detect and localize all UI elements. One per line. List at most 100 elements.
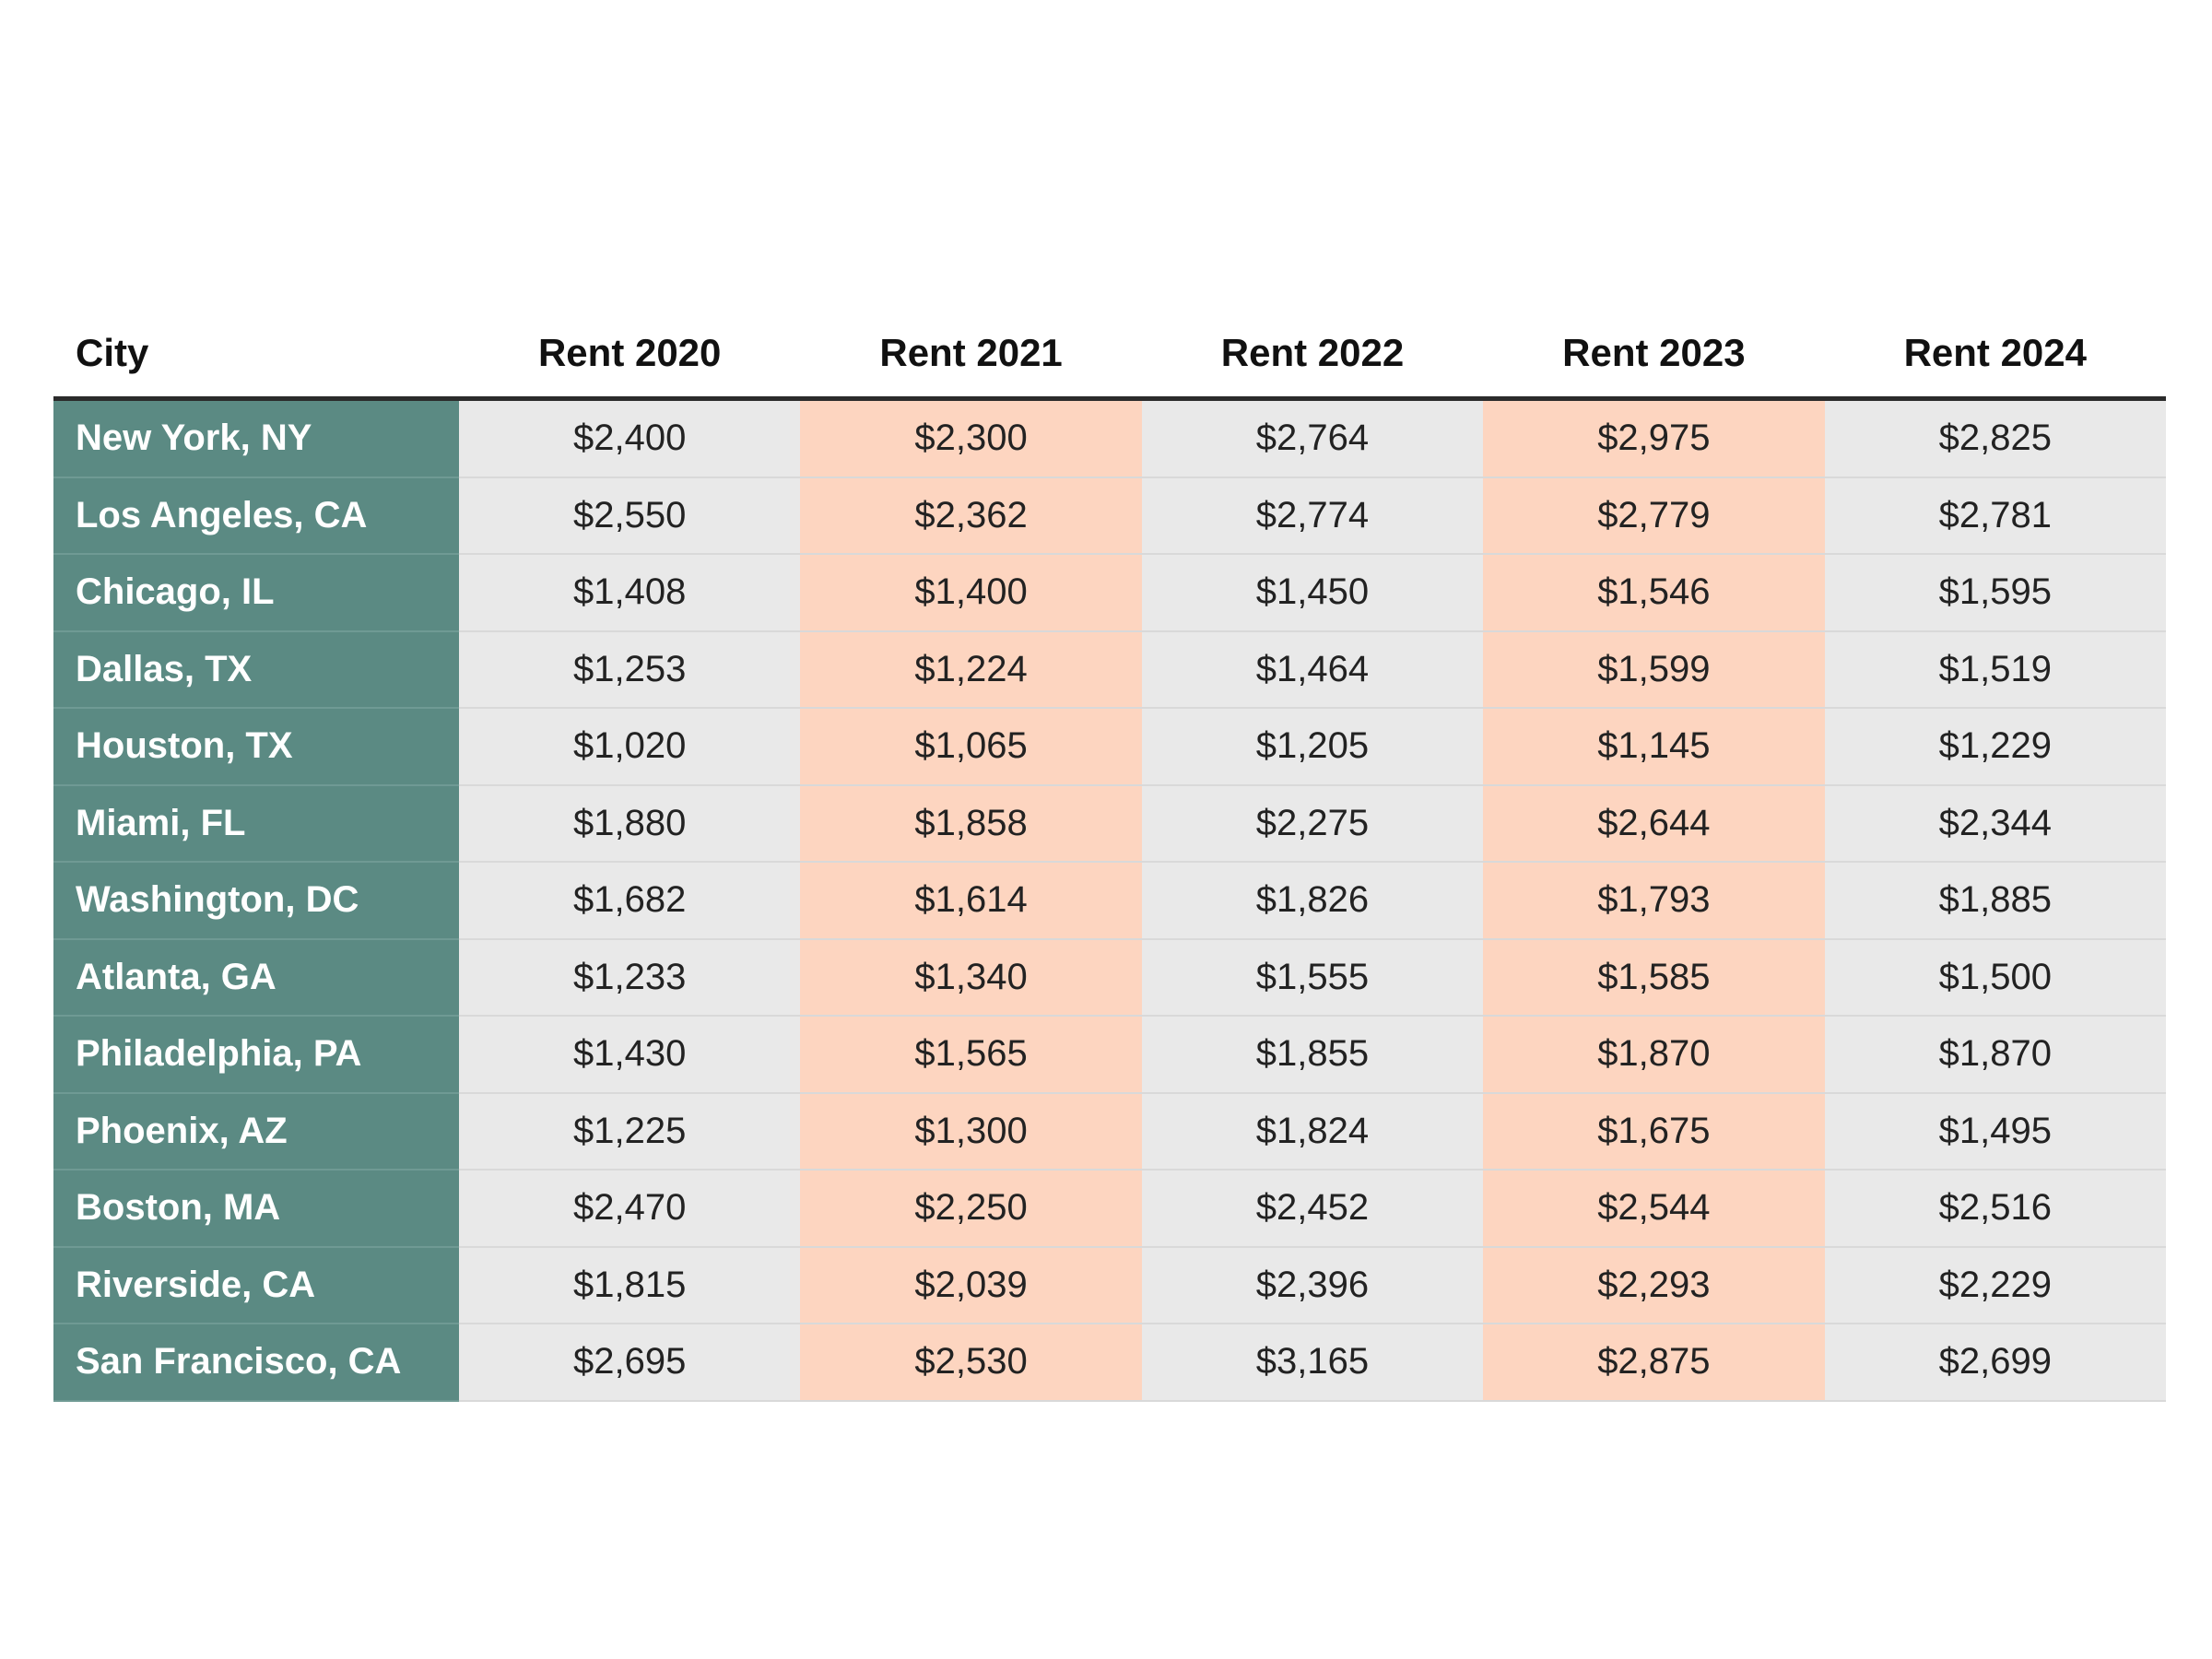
- rent-cell: $2,250: [800, 1170, 1142, 1248]
- table-row: Philadelphia, PA $1,430 $1,565 $1,855 $1,870…: [53, 1016, 2166, 1094]
- rent-cell: $2,875: [1483, 1324, 1825, 1402]
- rent-cell: $1,880: [459, 784, 801, 863]
- rent-cell: $2,275: [1141, 784, 1484, 863]
- rent-cell: $1,870: [1824, 1016, 2166, 1094]
- rent-table: City Rent 2020 Rent 2021 Rent 2022 Rent 2023…: [53, 309, 2166, 1402]
- rent-cell: $1,408: [459, 554, 801, 632]
- rent-cell: $1,585: [1483, 938, 1825, 1017]
- rent-cell: $1,253: [459, 630, 801, 709]
- rent-cell: $1,300: [800, 1092, 1142, 1171]
- rent-cell: $2,516: [1824, 1170, 2166, 1248]
- rent-cell: $1,824: [1141, 1092, 1484, 1171]
- rent-cell: $1,885: [1824, 862, 2166, 940]
- rent-cell: $2,764: [1141, 398, 1484, 478]
- table-row: Riverside, CA $1,815 $2,039 $2,396 $2,293 $2,…: [53, 1246, 2166, 1324]
- table-row: Chicago, IL $1,408 $1,400 $1,450 $1,546 $1,59…: [53, 554, 2166, 632]
- rent-cell: $2,362: [800, 477, 1142, 555]
- city-cell: New York, NY: [53, 398, 459, 478]
- rent-cell: $1,340: [800, 938, 1142, 1017]
- rent-cell: $1,826: [1141, 862, 1484, 940]
- table-row: Boston, MA $2,470 $2,250 $2,452 $2,544 $2,516: [53, 1170, 2166, 1248]
- city-cell: Dallas, TX: [53, 630, 459, 709]
- city-cell: Riverside, CA: [53, 1246, 459, 1324]
- rent-cell: $2,344: [1824, 784, 2166, 863]
- city-cell: Los Angeles, CA: [53, 477, 459, 555]
- rent-cell: $1,599: [1483, 630, 1825, 709]
- rent-cell: $1,464: [1141, 630, 1484, 709]
- city-cell: Philadelphia, PA: [53, 1016, 459, 1094]
- rent-cell: $2,779: [1483, 477, 1825, 555]
- rent-cell: $2,470: [459, 1170, 801, 1248]
- rent-cell: $1,065: [800, 708, 1142, 786]
- rent-cell: $1,870: [1483, 1016, 1825, 1094]
- column-header-rent-2024: Rent 2024: [1824, 309, 2166, 401]
- rent-cell: $1,205: [1141, 708, 1484, 786]
- rent-cell: $3,165: [1141, 1324, 1484, 1402]
- rent-cell: $2,544: [1483, 1170, 1825, 1248]
- rent-cell: $1,400: [800, 554, 1142, 632]
- table-row: Dallas, TX $1,253 $1,224 $1,464 $1,599 $1,519: [53, 630, 2166, 709]
- rent-cell: $1,595: [1824, 554, 2166, 632]
- rent-cell: $1,233: [459, 938, 801, 1017]
- rent-cell: $2,229: [1824, 1246, 2166, 1324]
- city-cell: Boston, MA: [53, 1170, 459, 1248]
- rent-cell: $2,300: [800, 398, 1142, 478]
- table-header: City Rent 2020 Rent 2021 Rent 2022 Rent 2023…: [53, 309, 2166, 401]
- rent-cell: $2,452: [1141, 1170, 1484, 1248]
- rent-cell: $1,682: [459, 862, 801, 940]
- rent-cell: $1,614: [800, 862, 1142, 940]
- rent-cell: $1,229: [1824, 708, 2166, 786]
- rent-cell: $1,793: [1483, 862, 1825, 940]
- header-row: City Rent 2020 Rent 2021 Rent 2022 Rent 2023…: [53, 309, 2166, 401]
- rent-cell: $1,565: [800, 1016, 1142, 1094]
- table-row: New York, NY $2,400 $2,300 $2,764 $2,975 $2,8…: [53, 398, 2166, 478]
- rent-cell: $1,546: [1483, 554, 1825, 632]
- table-row: Phoenix, AZ $1,225 $1,300 $1,824 $1,675 $1,49…: [53, 1092, 2166, 1171]
- rent-cell: $1,225: [459, 1092, 801, 1171]
- city-cell: Chicago, IL: [53, 554, 459, 632]
- rent-cell: $1,555: [1141, 938, 1484, 1017]
- rent-cell: $1,519: [1824, 630, 2166, 709]
- rent-cell: $2,781: [1824, 477, 2166, 555]
- rent-cell: $1,500: [1824, 938, 2166, 1017]
- city-cell: San Francisco, CA: [53, 1324, 459, 1402]
- rent-cell: $2,530: [800, 1324, 1142, 1402]
- table-body: New York, NY $2,400 $2,300 $2,764 $2,975 $2,8…: [53, 398, 2166, 1402]
- rent-cell: $2,644: [1483, 784, 1825, 863]
- column-header-city: City: [53, 309, 459, 401]
- rent-cell: $1,675: [1483, 1092, 1825, 1171]
- rent-cell: $2,293: [1483, 1246, 1825, 1324]
- rent-cell: $1,450: [1141, 554, 1484, 632]
- rent-cell: $2,695: [459, 1324, 801, 1402]
- rent-cell: $1,430: [459, 1016, 801, 1094]
- column-header-rent-2020: Rent 2020: [459, 309, 801, 401]
- rent-cell: $2,550: [459, 477, 801, 555]
- table-row: San Francisco, CA $2,695 $2,530 $3,165 $2,87…: [53, 1324, 2166, 1402]
- rent-cell: $1,855: [1141, 1016, 1484, 1094]
- rent-cell: $2,039: [800, 1246, 1142, 1324]
- table-row: Los Angeles, CA $2,550 $2,362 $2,774 $2,779 $…: [53, 477, 2166, 555]
- rent-cell: $1,145: [1483, 708, 1825, 786]
- rent-cell: $2,400: [459, 398, 801, 478]
- rent-cell: $1,495: [1824, 1092, 2166, 1171]
- rent-cell: $2,975: [1483, 398, 1825, 478]
- rent-cell: $1,858: [800, 784, 1142, 863]
- table-row: Miami, FL $1,880 $1,858 $2,275 $2,644 $2,344: [53, 784, 2166, 863]
- city-cell: Washington, DC: [53, 862, 459, 940]
- rent-cell: $2,699: [1824, 1324, 2166, 1402]
- table-row: Washington, DC $1,682 $1,614 $1,826 $1,793 $1…: [53, 862, 2166, 940]
- table-row: Atlanta, GA $1,233 $1,340 $1,555 $1,585 $1,50…: [53, 938, 2166, 1017]
- rent-cell: $1,020: [459, 708, 801, 786]
- column-header-rent-2023: Rent 2023: [1483, 309, 1825, 401]
- city-cell: Atlanta, GA: [53, 938, 459, 1017]
- column-header-rent-2022: Rent 2022: [1141, 309, 1484, 401]
- city-cell: Miami, FL: [53, 784, 459, 863]
- city-cell: Houston, TX: [53, 708, 459, 786]
- rent-cell: $1,224: [800, 630, 1142, 709]
- rent-cell: $1,815: [459, 1246, 801, 1324]
- table-row: Houston, TX $1,020 $1,065 $1,205 $1,145 $1,22…: [53, 708, 2166, 786]
- rent-cell: $2,825: [1824, 398, 2166, 478]
- rent-cell: $2,396: [1141, 1246, 1484, 1324]
- column-header-rent-2021: Rent 2021: [800, 309, 1142, 401]
- city-cell: Phoenix, AZ: [53, 1092, 459, 1171]
